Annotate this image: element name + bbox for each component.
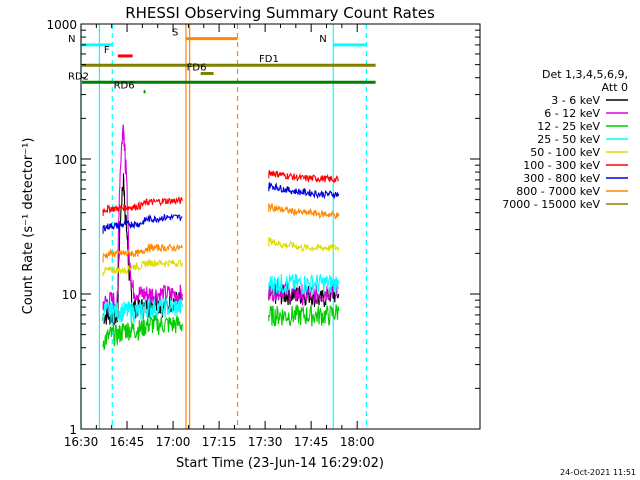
series-line-7-seg-0 [102,243,183,263]
series-line-3-seg-1 [268,273,340,295]
series-line-1-seg-0 [102,124,183,312]
legend-label-3: 25 - 50 keV [537,133,600,146]
series-line-6-seg-0 [102,213,183,234]
y-axis-label: Count Rate (s⁻¹ detector⁻¹) [21,138,36,315]
series-line-4-seg-0 [102,258,183,277]
flag-label-fd1-4: FD1 [259,54,279,65]
series-line-3-seg-0 [102,297,183,323]
series-line-6-seg-1 [268,182,340,200]
timestamp: 24-Oct-2021 11:51 [560,468,636,477]
flag-label-n-1: N [319,34,326,45]
legend-label-1: 6 - 12 keV [544,107,600,120]
legend-label-0: 3 - 6 keV [551,94,600,107]
legend-label-7: 800 - 7000 keV [516,185,600,198]
series-line-5-seg-1 [268,170,340,184]
legend-header-line-0: Det 1,3,4,5,6,9, [542,68,628,81]
plot-area: N N F S FD1 FD6 RD2 RD6 [68,24,376,429]
flag-label-fd6-5: FD6 [187,62,207,73]
legend-label-2: 12 - 25 keV [537,120,600,133]
y-axis: 1 10 100 1000 [46,18,480,437]
legend-label-4: 50 - 100 keV [530,146,600,159]
series-line-2-seg-0 [102,314,183,350]
series-line-5-seg-0 [102,195,183,216]
x-tick-label-6: 18:00 [340,435,375,449]
flag-label-rd2-6: RD2 [68,71,89,82]
x-tick-label-4: 17:30 [248,435,283,449]
series-line-7-seg-1 [268,203,340,220]
x-tick-label-3: 17:15 [202,435,237,449]
x-tick-label-5: 17:45 [294,435,329,449]
series-line-2-seg-1 [268,303,340,327]
y-tick-label-3: 1000 [46,18,77,32]
y-tick-label-0: 1 [69,423,77,437]
x-tick-label-2: 17:00 [156,435,191,449]
y-tick-label-1: 10 [62,288,77,302]
flag-label-rd6-7: RD6 [114,81,135,92]
chart-title: RHESSI Observing Summary Count Rates [125,4,435,22]
x-axis-label: Start Time (23-Jun-14 16:29:02) [176,456,384,471]
flag-label-n-0: N [68,34,75,45]
series-line-4-seg-1 [268,236,340,253]
legend-label-8: 7000 - 15000 keV [502,198,600,211]
x-tick-label-0: 16:30 [64,435,99,449]
x-axis: 16:30 16:45 17:00 17:15 17:30 17:45 18:00 [64,24,375,449]
flag-label-s-3: S [172,28,178,39]
legend-label-6: 300 - 800 keV [523,172,600,185]
flag-label-f-2: F [104,45,110,56]
x-tick-label-1: 16:45 [110,435,145,449]
y-tick-label-2: 100 [54,153,77,167]
legend-header-line-1: Att 0 [602,81,628,94]
legend-label-5: 100 - 300 keV [523,159,600,172]
